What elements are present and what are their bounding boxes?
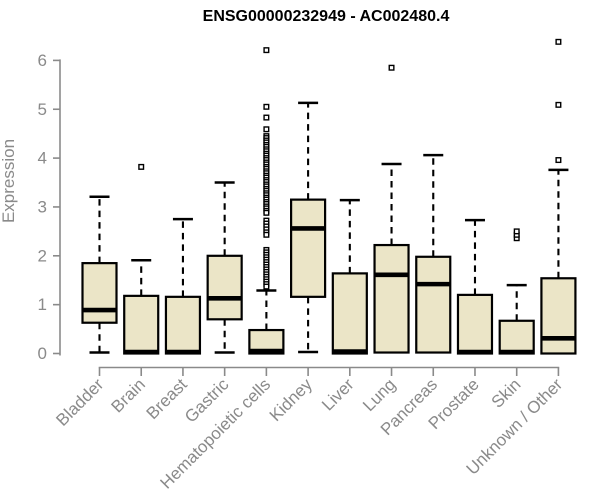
box-gastric	[206, 181, 243, 354]
outlier-point	[555, 101, 562, 108]
x-category-label-kidney: Kidney	[266, 375, 317, 426]
box-brain	[123, 163, 160, 355]
y-tick-label: 0	[38, 344, 47, 363]
outlier-point	[555, 38, 562, 45]
outlier-point	[263, 114, 270, 121]
box-bladder	[81, 195, 118, 354]
box-body	[331, 272, 368, 355]
box-body	[456, 293, 494, 355]
box-pancreas	[415, 153, 452, 354]
outlier-point	[263, 103, 270, 110]
y-tick-label: 1	[38, 295, 47, 314]
box-lung	[373, 64, 410, 354]
outlier-point	[263, 209, 270, 216]
outlier-point	[263, 126, 270, 133]
outlier-point	[555, 157, 562, 164]
y-axis-title: Expression	[0, 139, 18, 223]
outlier-point	[263, 231, 270, 238]
x-category-label-skin: Skin	[488, 375, 525, 412]
outlier-point	[263, 47, 270, 54]
box-body	[81, 262, 118, 324]
box-body	[248, 328, 285, 355]
y-tick-label: 5	[38, 100, 47, 119]
outlier-point	[138, 163, 145, 170]
y-tick-label: 3	[38, 197, 47, 216]
x-category-label-liver: Liver	[318, 375, 358, 415]
box-hematopoietic-cells	[248, 47, 285, 355]
box-body	[498, 319, 535, 355]
x-category-label-bladder: Bladder	[52, 375, 107, 430]
y-tick-label: 4	[38, 149, 47, 168]
box-prostate	[456, 218, 494, 355]
outlier-point	[263, 283, 270, 290]
chart-title: ENSG00000232949 - AC002480.4	[203, 8, 450, 25]
y-tick-label: 6	[38, 51, 47, 70]
box-body	[123, 294, 160, 355]
box-body	[290, 198, 327, 298]
box-body	[540, 277, 577, 355]
box-body	[206, 254, 243, 321]
box-body	[415, 255, 452, 354]
box-skin	[498, 228, 535, 355]
box-unknown-other	[540, 38, 577, 355]
box-body	[164, 295, 202, 355]
outlier-point	[513, 228, 520, 235]
box-body	[373, 243, 410, 354]
box-liver	[331, 198, 368, 355]
y-tick-label: 2	[38, 246, 47, 265]
box-breast	[164, 217, 202, 355]
outlier-point	[388, 64, 395, 71]
box-kidney	[290, 101, 327, 354]
